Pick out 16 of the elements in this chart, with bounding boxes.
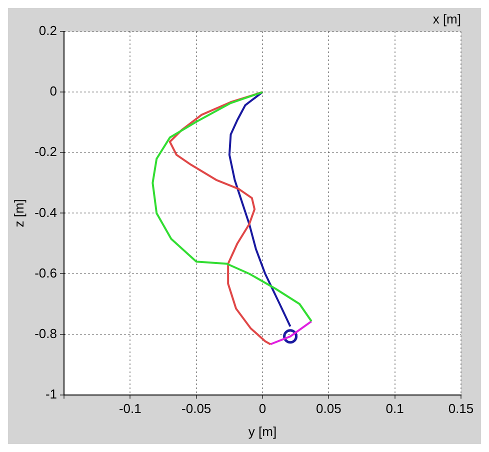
- x-tick-label: -0.1: [118, 401, 142, 416]
- y-tick-label: -1: [45, 386, 57, 402]
- chart-title: x [m]: [432, 11, 461, 26]
- y-tick-label: -0.6: [34, 265, 57, 280]
- x-axis-title: y [m]: [248, 424, 277, 439]
- x-tick-label: -0.05: [182, 401, 212, 416]
- y-tick-label: 0: [50, 84, 57, 99]
- y-tick-label: -0.2: [34, 144, 57, 160]
- y-tick-label: 0.2: [38, 23, 57, 38]
- y-axis-title: z [m]: [11, 199, 26, 228]
- y-tick-label: -0.8: [34, 326, 57, 341]
- x-tick-label: 0: [258, 401, 266, 416]
- x-tick-label: 0.1: [386, 401, 404, 416]
- x-tick-label: 0.05: [316, 401, 342, 416]
- x-tick-label: 0.15: [448, 401, 474, 416]
- y-tick-label: -0.4: [34, 204, 57, 220]
